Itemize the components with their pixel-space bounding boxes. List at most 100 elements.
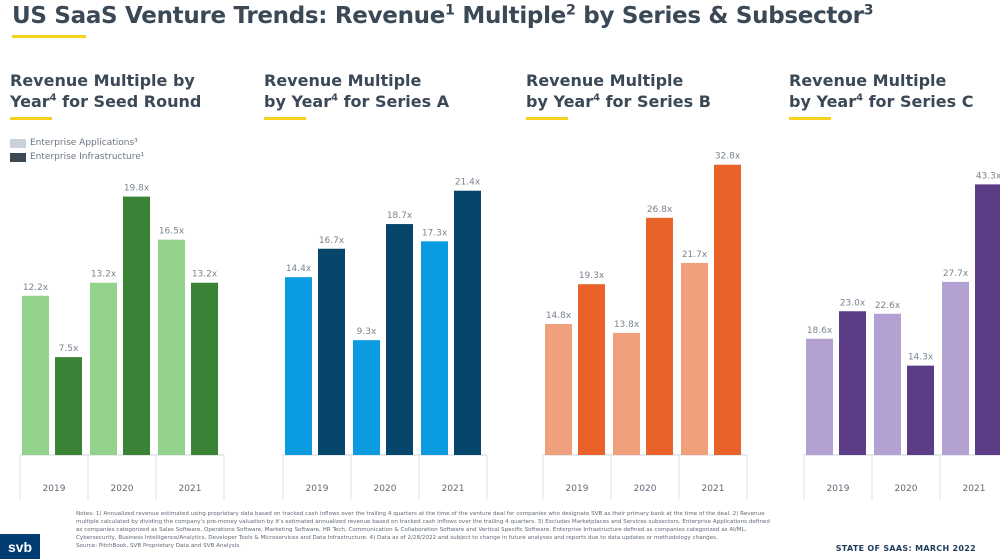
report-label: STATE OF SAAS: MARCH 2022: [835, 544, 976, 553]
chart-title-line2-sup: 4: [593, 92, 601, 104]
footnote-line: Cybersecurity, Business Intelligence/Ana…: [76, 535, 718, 541]
chart-title-line1: Revenue Multiple: [789, 71, 947, 90]
bar-value-label: 17.3x: [422, 228, 448, 238]
bar-series-a-2019-infrastructure: [318, 248, 345, 455]
svb-logo: svb: [0, 534, 40, 559]
x-tick-label: 2020: [895, 484, 918, 494]
bar-value-label: 16.7x: [319, 236, 345, 246]
bar-series-c-2020-applications: [874, 313, 901, 455]
chart-title-line2-pre: Year: [10, 92, 50, 111]
chart-title-line2-sup: 4: [331, 92, 339, 104]
chart-title-line2: Year4 for Seed Round: [10, 91, 230, 112]
bar-seed-2020-applications: [90, 282, 117, 455]
bar-series-c-2021-applications: [942, 281, 969, 455]
bar-series-c-2021-infrastructure: [975, 184, 1000, 455]
bar-value-label: 9.3x: [357, 327, 377, 337]
x-tick-label: 2021: [702, 484, 725, 494]
chart-title-line2: by Year4 for Series B: [526, 91, 746, 112]
chart-title-series-c: Revenue Multiple by Year4 for Series C: [789, 70, 1000, 112]
legend-swatch-infrastructure: [10, 152, 26, 162]
bar-seed-2020-infrastructure: [123, 196, 150, 456]
bar-seed-2021-applications: [158, 239, 185, 455]
legend-swatch-applications: [10, 138, 26, 148]
bar-value-label: 14.4x: [286, 264, 312, 274]
bar-series-b-2019-applications: [545, 324, 572, 455]
bar-series-a-2020-applications: [353, 340, 380, 455]
bar-value-label: 12.2x: [23, 283, 49, 293]
chart-title-line2-post: for Seed Round: [56, 92, 202, 111]
footnote-source: Source: PitchBook, SVB Proprietary Data …: [76, 543, 241, 549]
x-tick-label: 2019: [43, 484, 66, 494]
bar-value-label: 7.5x: [59, 344, 79, 354]
legend-label-applications: Enterprise Applications³: [30, 138, 138, 148]
chart-title-line2-pre: by Year: [526, 92, 594, 111]
bar-value-label: 14.3x: [908, 353, 934, 363]
title-text-end: by Series & Subsector: [575, 3, 864, 29]
x-tick-label: 2020: [374, 484, 397, 494]
x-tick-label: 2020: [111, 484, 134, 494]
footnote-line: Notes: 1) Annualized revenue estimated u…: [76, 511, 765, 517]
x-tick-label: 2021: [963, 484, 986, 494]
chart-title-line2-post: for Series C: [863, 92, 974, 111]
chart-title-line1: Revenue Multiple: [526, 71, 684, 90]
footnote-line: as companies categorized as Sales Softwa…: [76, 527, 747, 533]
bar-value-label: 13.2x: [192, 270, 218, 280]
bar-series-c-2020-infrastructure: [907, 365, 934, 455]
chart-title-series-b: Revenue Multiple by Year4 for Series B: [526, 70, 746, 112]
chart-accent-line-series-c: [789, 117, 831, 120]
bar-series-a-2020-infrastructure: [386, 224, 413, 455]
title-text-mid: Multiple: [454, 3, 566, 29]
bar-seed-2021-infrastructure: [191, 282, 218, 455]
chart-accent-line-series-a: [264, 117, 306, 120]
bar-series-b-2020-infrastructure: [646, 217, 673, 455]
x-tick-label: 2021: [442, 484, 465, 494]
bar-value-label: 22.6x: [875, 301, 901, 311]
chart-accent-line-seed: [10, 117, 52, 120]
bar-series-a-2021-applications: [421, 241, 448, 455]
bar-series-b-2021-applications: [681, 262, 708, 455]
bar-seed-2019-applications: [22, 295, 49, 455]
bar-value-label: 13.2x: [91, 270, 117, 280]
x-tick-label: 2019: [827, 484, 850, 494]
bar-value-label: 26.8x: [647, 205, 673, 215]
x-tick-label: 2020: [634, 484, 657, 494]
x-tick-label: 2019: [306, 484, 329, 494]
legend-item-applications: Enterprise Applications³: [10, 136, 144, 150]
x-tick-label: 2019: [566, 484, 589, 494]
footnotes: Notes: 1) Annualized revenue estimated u…: [76, 510, 806, 550]
chart-title-seed: Revenue Multiple by Year4 for Seed Round: [10, 70, 230, 112]
legend-item-infrastructure: Enterprise Infrastructure¹: [10, 150, 144, 164]
bar-series-c-2019-applications: [806, 338, 833, 455]
bar-seed-2019-infrastructure: [55, 357, 82, 455]
chart-title-line2: by Year4 for Series A: [264, 91, 484, 112]
page-title: US SaaS Venture Trends: Revenue1 Multipl…: [12, 2, 874, 29]
chart-title-line2-pre: by Year: [789, 92, 857, 111]
bar-value-label: 16.5x: [159, 227, 185, 237]
bar-series-b-2019-infrastructure: [578, 284, 605, 455]
title-sup-3: 3: [863, 2, 874, 19]
title-sup-2: 2: [565, 2, 576, 19]
legend-label-infrastructure: Enterprise Infrastructure¹: [30, 152, 145, 162]
bar-series-b-2021-infrastructure: [714, 164, 741, 455]
x-tick-label: 2021: [179, 484, 202, 494]
chart-title-line2-post: for Series A: [338, 92, 450, 111]
footnote-line: multiple calculated by dividing the comp…: [76, 519, 770, 525]
bar-value-label: 32.8x: [715, 152, 741, 162]
chart-title-line2: by Year4 for Series C: [789, 91, 1000, 112]
bar-value-label: 19.3x: [579, 271, 605, 281]
bar-value-label: 23.0x: [840, 298, 866, 308]
bar-series-b-2020-applications: [613, 332, 640, 455]
chart-title-line1: Revenue Multiple by: [10, 71, 195, 90]
bar-value-label: 18.7x: [387, 211, 413, 221]
chart-title-line2-sup: 4: [49, 92, 57, 104]
chart-accent-line-series-b: [526, 117, 568, 120]
chart-title-line2-sup: 4: [856, 92, 864, 104]
chart-title-line2-post: for Series B: [600, 92, 711, 111]
bar-charts: 12.2x 7.5x 2019 13.2x 19.8x 2020 16.5x 13.2x 202…: [19, 152, 1000, 500]
bar-value-label: 27.7x: [943, 269, 969, 279]
title-text-main: US SaaS Venture Trends: Revenue: [12, 3, 446, 29]
chart-title-line1: Revenue Multiple: [264, 71, 422, 90]
bar-value-label: 13.8x: [614, 320, 640, 330]
legend: Enterprise Applications³ Enterprise Infr…: [10, 136, 144, 164]
bar-series-a-2021-infrastructure: [454, 190, 481, 455]
